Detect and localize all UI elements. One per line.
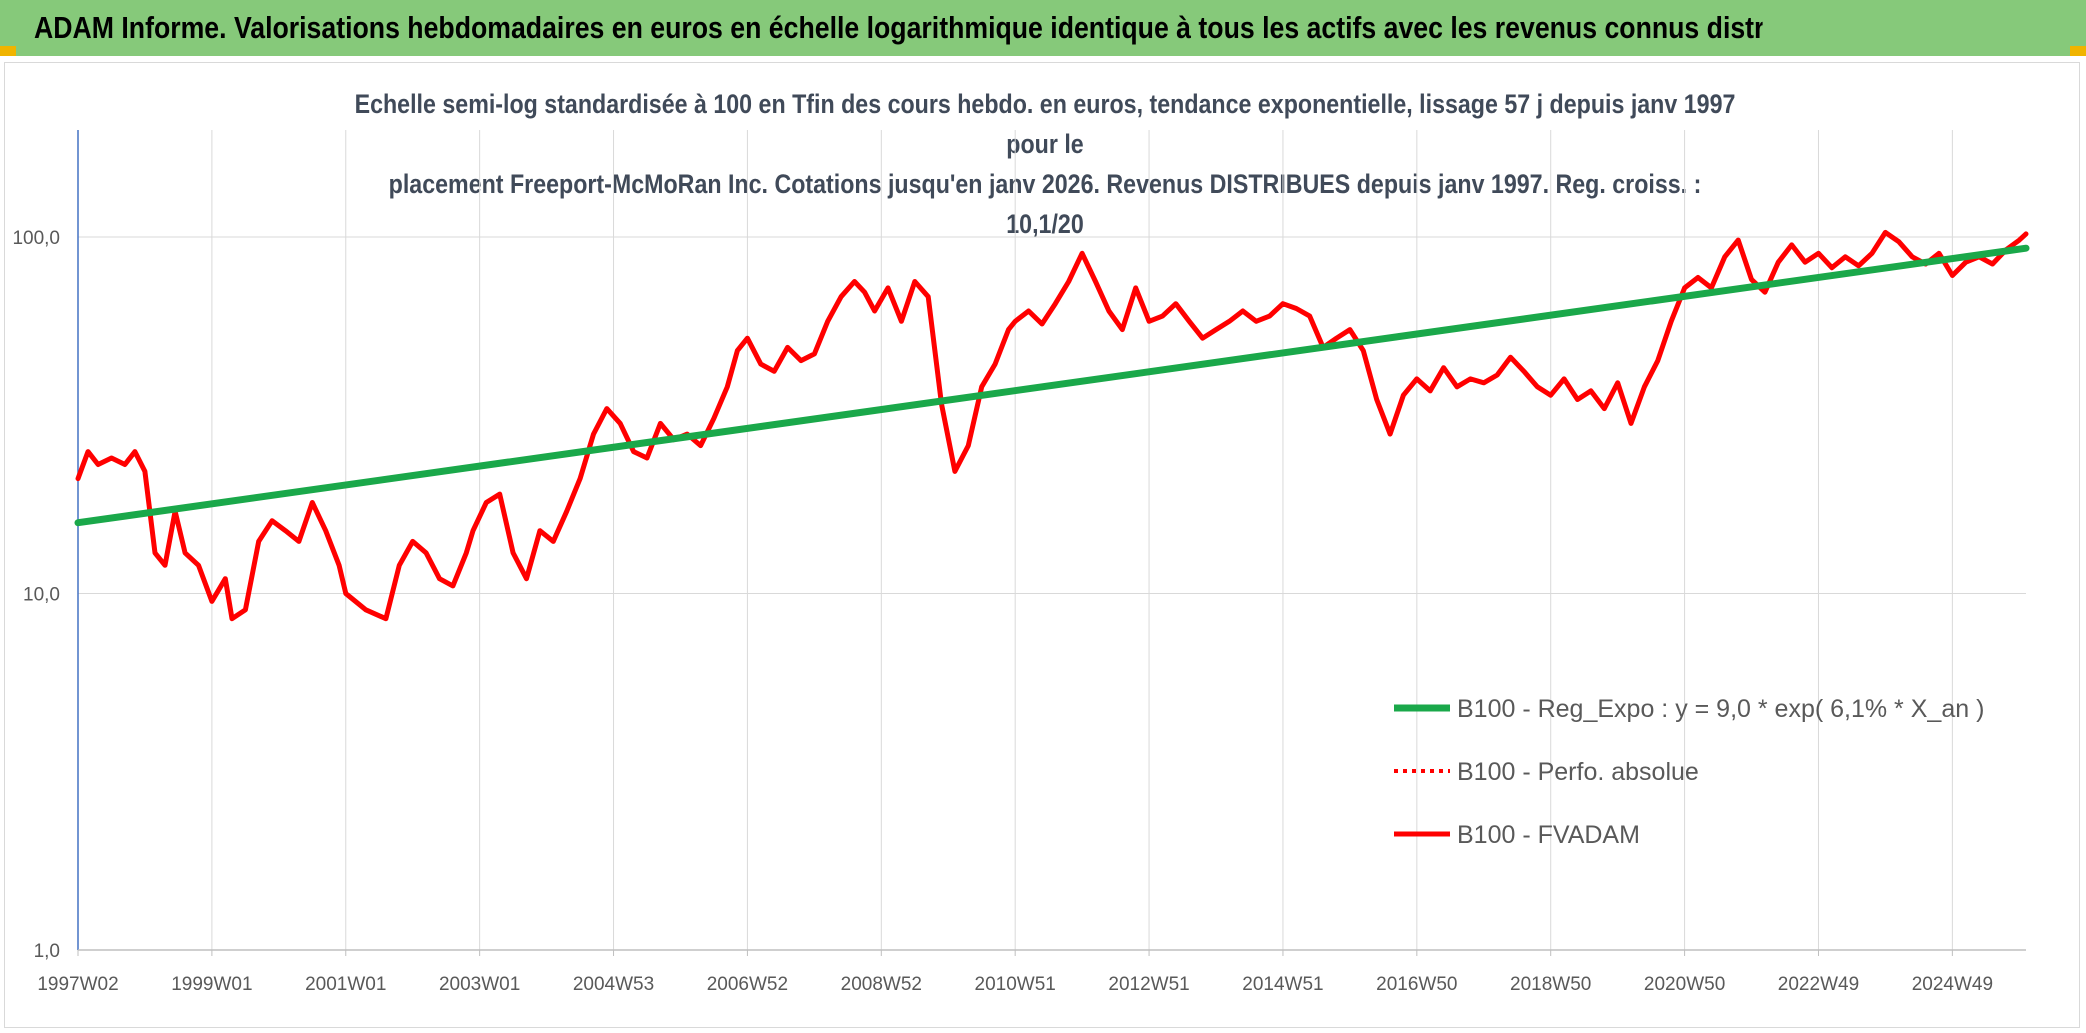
x-tick-label: 2024W49 [1912,974,1993,995]
legend-fvadam-label: B100 - FVADAM [1457,821,1640,849]
legend-trend-label: B100 - Reg_Expo : y = 9,0 * exp( 6,1% * … [1457,695,1984,723]
x-tick-label: 2003W01 [439,974,520,995]
x-tick-label: 2004W53 [573,974,654,995]
corner-marker [2070,46,2086,56]
y-tick-label: 10,0 [23,585,60,606]
chart-title-line-2: placement Freeport-McMoRan Inc. Cotation… [388,169,1702,239]
x-tick-label: 1997W02 [37,974,118,995]
header-banner: ADAM Informe. Valorisations hebdomadaire… [0,0,2086,56]
x-tick-label: 2001W01 [305,974,386,995]
x-tick-label: 2016W50 [1376,974,1457,995]
x-tick-label: 2012W51 [1108,974,1189,995]
x-tick-label: 1999W01 [171,974,252,995]
trend-line [74,244,2030,527]
x-tick-label: 2018W50 [1510,974,1591,995]
x-tick-label: 2020W50 [1644,974,1725,995]
x-tick-label: 2014W51 [1242,974,1323,995]
x-tick-label: 2010W51 [975,974,1056,995]
corner-marker [0,46,16,56]
report-title: ADAM Informe. Valorisations hebdomadaire… [34,10,1763,45]
chart-title: Echelle semi-log standardisée à 100 en T… [353,84,1738,244]
legend-perfo-label: B100 - Perfo. absolue [1457,758,1699,786]
x-tick-label: 2006W52 [707,974,788,995]
x-tick-label: 2022W49 [1778,974,1859,995]
x-tick-label: 2008W52 [841,974,922,995]
chart-panel [4,62,2080,1028]
price-line [75,229,2029,622]
y-tick-label: 1,0 [34,941,60,962]
chart-title-line-1: Echelle semi-log standardisée à 100 en T… [354,89,1736,159]
y-tick-label: 100,0 [12,228,60,249]
